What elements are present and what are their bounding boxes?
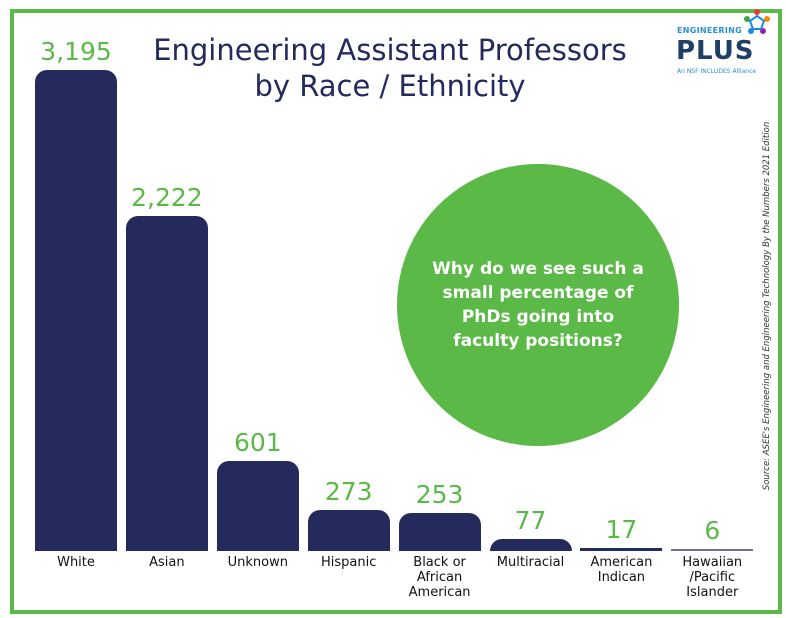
- logo-tagline: An NSF INCLUDES Alliance: [677, 68, 757, 75]
- value-label: 2,222: [131, 183, 203, 213]
- callout-text: Why do we see such a small percentage of…: [432, 259, 644, 351]
- chart-frame: [10, 9, 782, 614]
- category-label: Hispanic: [320, 555, 377, 570]
- value-label: 77: [514, 506, 547, 536]
- logo-engineering-text: ENGINEERING: [677, 26, 743, 35]
- category-label: Unknown: [227, 555, 288, 570]
- category-label: American Indican: [590, 555, 653, 585]
- bar-1: [125, 216, 208, 551]
- bar-4: [398, 512, 481, 551]
- value-label: 601: [233, 427, 282, 457]
- bar-7: [671, 549, 754, 551]
- chart-title: Engineering Assistant Professors by Race…: [153, 33, 627, 103]
- logo-plus-text: PLUS: [676, 36, 755, 66]
- value-label: 3,195: [40, 37, 112, 66]
- value-label: 6: [704, 516, 721, 545]
- people-circle-icon: [744, 9, 770, 34]
- category-label: Asian: [149, 555, 185, 570]
- bar-2: [216, 460, 299, 551]
- value-label: 253: [415, 479, 464, 509]
- bar-6: [580, 548, 663, 551]
- bar-3: [307, 509, 390, 551]
- bar-5: [489, 539, 572, 551]
- value-label: 17: [605, 515, 638, 545]
- callout-circle: Why do we see such a small percentage of…: [397, 164, 679, 446]
- category-label: White: [57, 555, 95, 570]
- category-label: Hawaiian /Pacific Islander: [682, 555, 743, 600]
- value-label: 273: [324, 476, 373, 506]
- category-label: Multiracial: [496, 555, 565, 570]
- source-note: Source: ASEE's Engineering and Engineeri…: [762, 121, 772, 491]
- bar-0: [35, 70, 117, 551]
- engineering-plus-logo: ENGINEERING PLUS An NSF INCLUDES Allianc…: [676, 9, 771, 84]
- category-label: Black or African American: [408, 555, 471, 600]
